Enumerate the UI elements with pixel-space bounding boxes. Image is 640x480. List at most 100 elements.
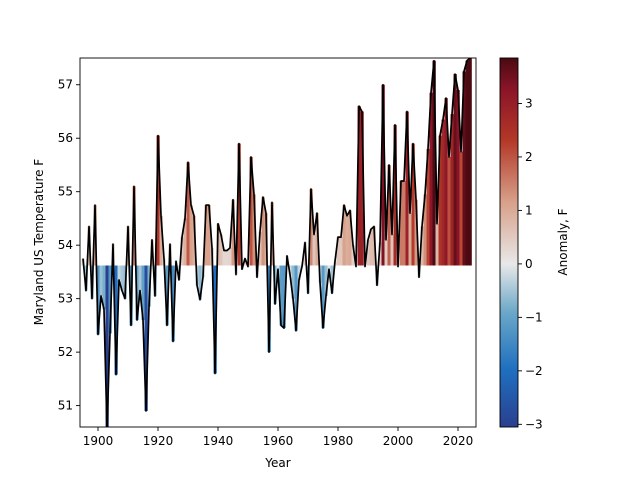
anomaly-bar [159,215,163,266]
anomaly-bar [96,265,100,335]
x-tick-label: 2000 [383,434,414,448]
colorbar [499,57,519,428]
y-tick-label: 56 [58,131,73,145]
anomaly-bar [102,265,106,310]
anomaly-bar [105,265,109,427]
y-tick-label: 53 [58,292,73,306]
anomaly-bar [345,215,349,266]
anomaly-bar [117,265,121,280]
anomaly-bar [237,143,241,266]
colorbar-tick-label: 1 [525,203,533,217]
anomaly-bar [342,205,346,266]
anomaly-bar [231,199,235,266]
anomaly-bar [258,231,262,266]
colorbar-tick-label: −3 [525,417,543,431]
anomaly-bar [222,250,226,266]
x-tick-label: 1960 [263,434,294,448]
anomaly-bar [366,239,370,266]
anomaly-bar [381,84,385,266]
anomaly-bar [468,58,472,266]
colorbar-tick-label: −1 [525,310,543,324]
anomaly-bar [432,60,436,266]
anomaly-bar [429,92,433,266]
anomaly-bar [336,237,340,266]
x-tick-label: 1900 [83,434,114,448]
anomaly-bar [390,234,394,266]
y-axis-ticks: 51 52 53 54 55 56 57 [58,78,80,413]
anomaly-bar [384,239,388,266]
anomaly-bar [423,194,427,266]
y-axis-title: Maryland US Temperature F [32,159,46,326]
anomaly-bar [207,205,211,266]
anomaly-bar [444,98,448,266]
x-axis-title: Year [264,456,290,470]
anomaly-bar [348,210,352,266]
anomaly-bar [420,226,424,266]
colorbar-tick-label: −2 [525,364,543,378]
x-tick-label: 1920 [143,434,174,448]
anomaly-bar [165,265,169,326]
x-tick-label: 2020 [443,434,474,448]
anomaly-bar [144,265,148,411]
colorbar-tick-label: 2 [525,150,533,164]
anomaly-bar [456,90,460,266]
x-axis-ticks: 1900 1920 1940 1960 1980 2000 2020 [83,427,474,448]
anomaly-bar [291,265,295,299]
anomaly-bar [438,135,442,266]
anomaly-bar [156,135,160,266]
anomaly-bar [450,114,454,266]
anomaly-bar [459,151,463,266]
anomaly-bar [393,124,397,266]
anomaly-bar [180,237,184,266]
anomaly-bar [462,71,466,266]
anomaly-bar [312,234,316,266]
anomaly-bar [183,218,187,266]
anomaly-bar [357,106,361,266]
anomaly-bar [351,245,355,266]
anomaly-bar [225,250,229,266]
anomaly-bar [228,247,232,266]
anomaly-bar [108,265,112,334]
colorbar-tick-label: 3 [525,96,533,110]
anomaly-bar [249,156,253,266]
anomaly-bar [276,265,280,270]
colorbar-ticks: −3 −2 −1 0 1 2 3 [518,96,543,431]
anomaly-bar [369,229,373,266]
anomaly-bar [297,265,301,280]
anomaly-bar [378,242,382,266]
anomaly-bar [321,265,325,329]
x-tick-label: 1940 [203,434,234,448]
anomaly-bar [399,181,403,266]
anomaly-bar [426,148,430,266]
anomaly-bar [327,265,331,270]
anomaly-bar [339,237,343,266]
y-tick-label: 55 [58,185,73,199]
colorbar-tick-label: 0 [525,257,533,271]
anomaly-bar [324,265,328,296]
anomaly-bar [120,265,124,291]
y-tick-label: 54 [58,238,73,252]
anomaly-bars [81,58,472,427]
anomaly-bar [453,74,457,266]
anomaly-bar [309,189,313,266]
anomaly-bar [186,162,190,266]
anomaly-bar [198,265,202,300]
anomaly-bar [288,265,292,275]
anomaly-bar [204,205,208,266]
y-tick-label: 52 [58,345,73,359]
anomaly-bar [138,265,142,291]
anomaly-bar [402,181,406,266]
y-tick-label: 57 [58,78,73,92]
anomaly-bar [252,194,256,266]
anomaly-bar [441,119,445,266]
anomaly-bar [114,265,118,375]
anomaly-bar [213,265,217,374]
anomaly-bar [294,265,298,331]
anomaly-bar [282,265,286,329]
anomaly-bar [360,111,364,266]
anomaly-bar [414,199,418,266]
anomaly-bar [171,265,175,342]
anomaly-bar [435,223,439,266]
anomaly-bar [99,265,103,296]
anomaly-bar [141,265,145,321]
